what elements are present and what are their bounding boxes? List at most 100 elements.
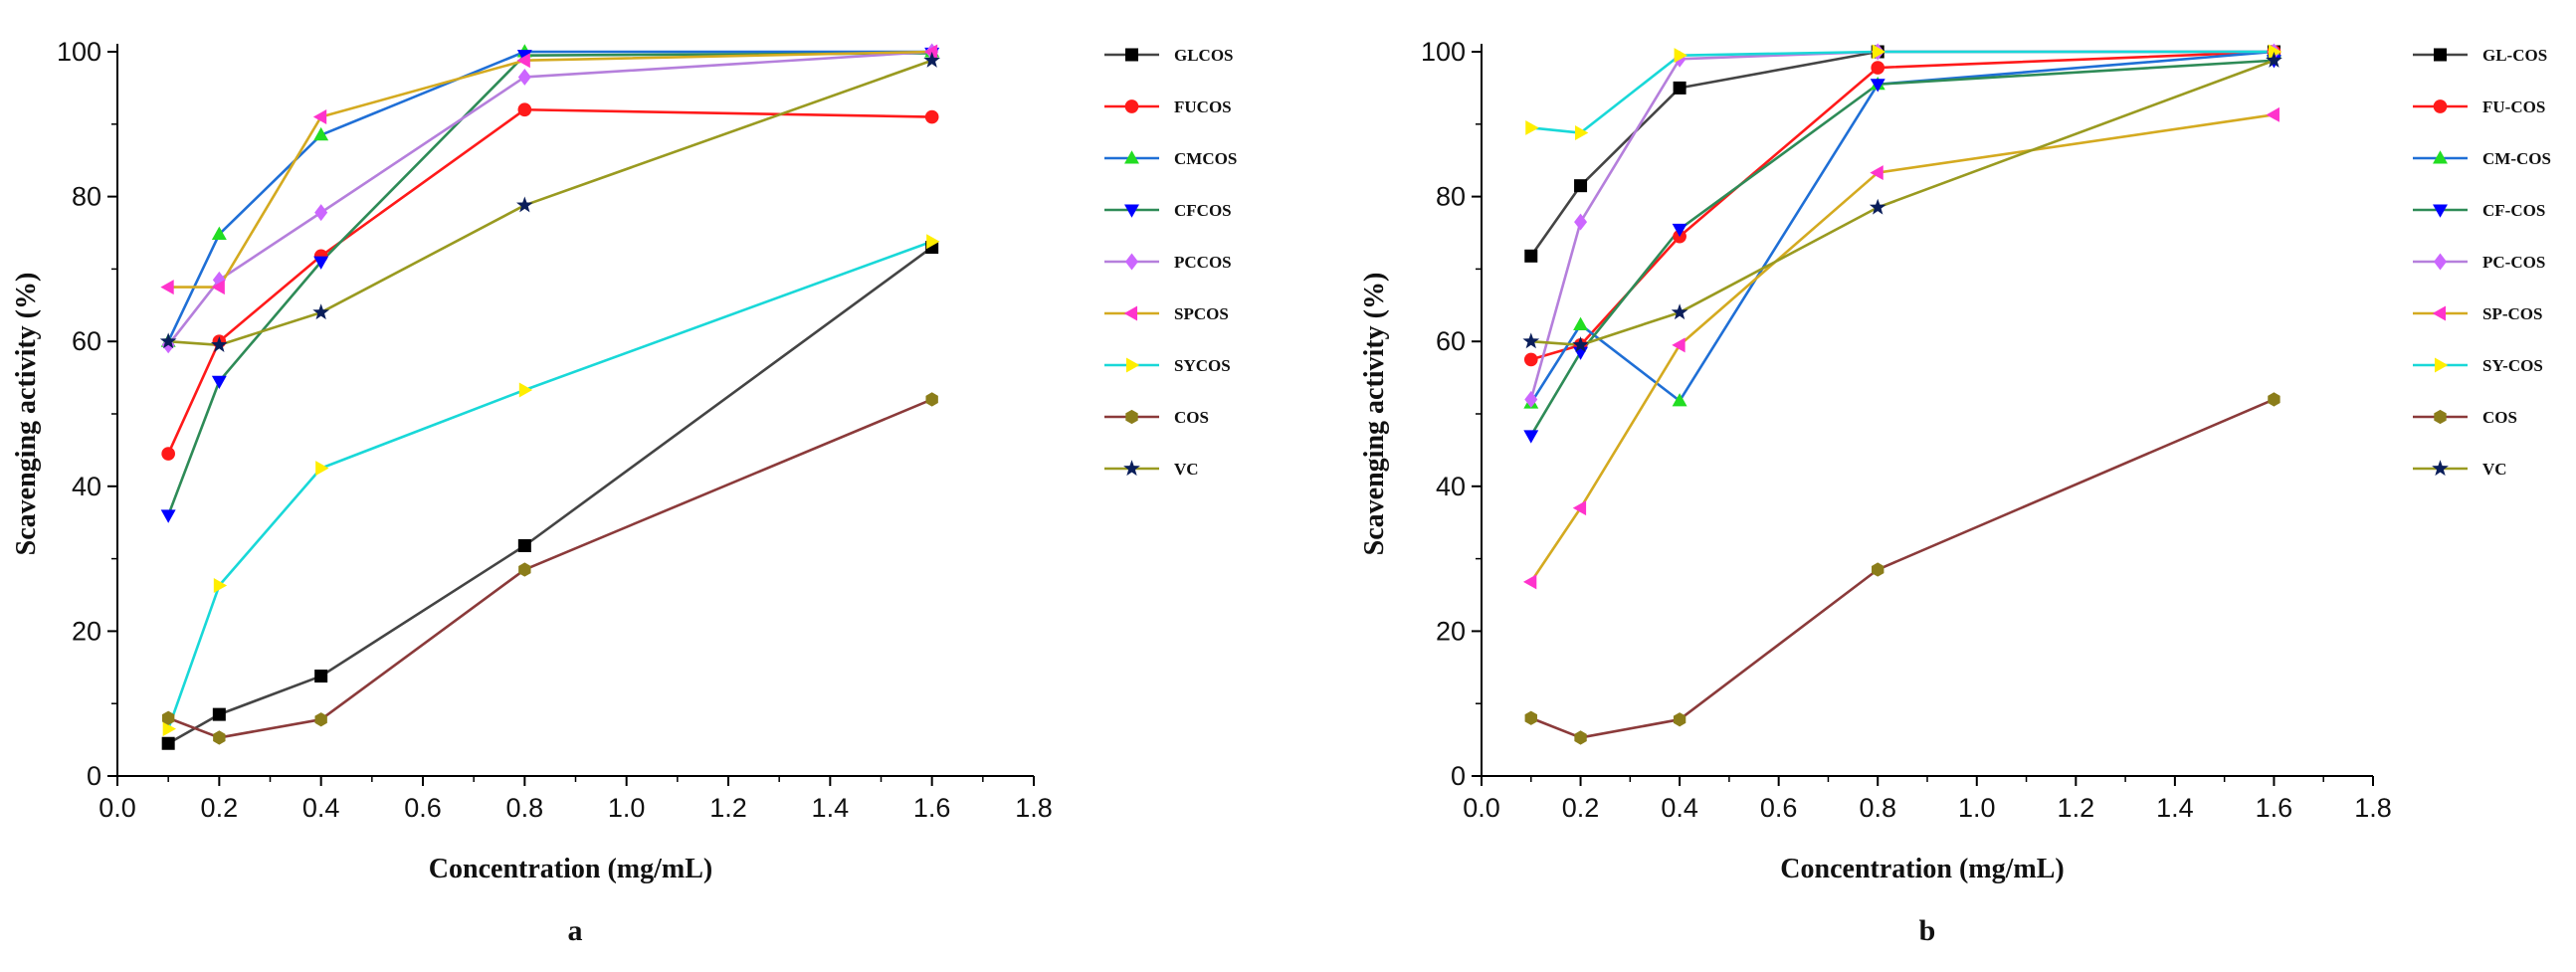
- legend-label: FU-COS: [2482, 97, 2545, 116]
- x-tick-label: 1.0: [1958, 793, 1996, 823]
- legend-label: FUCOS: [1174, 97, 1232, 116]
- legend-marker-cf-cos: [2433, 204, 2448, 218]
- chart-panel-a: 0.0 0.2 0.4 0.6 0.8 1.0 1.2 1.4 1.6 1.8 0 20 40 60 80 1…: [11, 37, 1237, 947]
- legend-label: PCCOS: [1174, 253, 1232, 272]
- legend-label: GL-COS: [2482, 46, 2547, 65]
- data-point-vc: [923, 51, 941, 68]
- legend-label: VC: [1174, 460, 1199, 479]
- data-point-fu-cos: [1871, 61, 1885, 75]
- data-point-glcos: [212, 707, 226, 721]
- legend-label: SY-COS: [2482, 356, 2543, 375]
- data-point-cos: [314, 712, 327, 727]
- x-tick-label: 1.6: [2256, 793, 2293, 823]
- legend-label: GLCOS: [1174, 46, 1234, 65]
- data-point-sp-cos: [2266, 106, 2279, 122]
- data-point-cos: [2268, 392, 2280, 407]
- legend-marker-cmcos: [1124, 150, 1139, 164]
- x-tick-label: 0.8: [1859, 793, 1896, 823]
- legend-marker-cos: [2434, 409, 2447, 425]
- legend-marker-cm-cos: [2433, 150, 2448, 164]
- data-point-cm-cos: [1573, 316, 1589, 330]
- data-point-fu-cos: [1523, 352, 1538, 367]
- data-point-sp-cos: [1672, 337, 1685, 353]
- data-point-cmcos: [211, 226, 227, 240]
- series-line-vc: [168, 59, 933, 347]
- legend-marker-fu-cos: [2433, 99, 2448, 113]
- data-point-cos: [1872, 562, 1884, 577]
- series-line-cos: [1530, 398, 2275, 739]
- x-tick-label: 0.2: [201, 793, 239, 823]
- data-point-fucos: [161, 447, 175, 461]
- data-point-vc: [515, 196, 533, 213]
- y-tick-label: 80: [1436, 182, 1466, 212]
- data-point-cos: [1524, 710, 1537, 725]
- legend-marker-cos: [1125, 409, 1138, 425]
- legend-marker-vc: [2432, 460, 2449, 477]
- legend-label: VC: [2482, 460, 2507, 479]
- data-point-vc: [2266, 51, 2282, 68]
- legend-marker-cfcos: [1124, 204, 1139, 218]
- data-point-cf-cos: [1672, 223, 1687, 238]
- x-tick-label: 1.2: [2058, 793, 2095, 823]
- data-point-vc: [1572, 336, 1589, 352]
- data-point-vc: [312, 303, 330, 320]
- x-axis-title: Concentration (mg/mL): [429, 854, 712, 884]
- data-point-gl-cos: [1673, 81, 1686, 95]
- legend-label: SP-COS: [2482, 304, 2542, 323]
- y-tick-label: 100: [57, 37, 101, 67]
- data-point-cos: [925, 392, 938, 407]
- data-point-cos: [1673, 712, 1686, 727]
- y-axis-title: Scavenging activity (%): [1359, 273, 1390, 556]
- data-point-sy-cos: [1525, 119, 1539, 135]
- y-tick-label: 100: [1421, 37, 1466, 67]
- legend-marker-pccos: [1125, 253, 1138, 271]
- legend-marker-gl-cos: [2434, 48, 2447, 62]
- series-line-vc: [1530, 59, 2275, 347]
- y-tick-label: 60: [72, 326, 101, 356]
- data-point-cf-cos: [1870, 79, 1885, 93]
- series-line-cf-cos: [1529, 59, 2275, 437]
- data-point-sy-cos: [1575, 125, 1589, 141]
- series-line-pccos: [167, 50, 932, 346]
- x-tick-label: 0.6: [1760, 793, 1798, 823]
- y-tick-label: 20: [72, 616, 101, 646]
- x-tick-label: 0.6: [404, 793, 442, 823]
- data-point-glcos: [517, 538, 531, 552]
- y-tick-label: 40: [1436, 472, 1466, 501]
- x-tick-label: 1.4: [812, 793, 850, 823]
- data-point-cf-cos: [1523, 430, 1539, 444]
- legend-label: CF-COS: [2482, 201, 2545, 220]
- data-point-fucos: [924, 109, 939, 124]
- data-point-pc-cos: [1574, 213, 1588, 231]
- series-line-fu-cos: [1530, 50, 2275, 361]
- data-point-spcos: [923, 44, 938, 60]
- data-point-spcos: [312, 109, 327, 124]
- legend-marker-spcos: [1123, 305, 1138, 321]
- legend-marker-fucos: [1124, 99, 1139, 113]
- series-line-glcos: [167, 246, 933, 745]
- y-axis-title: Scavenging activity (%): [11, 273, 42, 556]
- legend: GLCOS FUCOS CMCOS CFCOS PCCOS SPCOS SYCOS COS VC: [1104, 46, 1237, 479]
- data-point-spcos: [160, 280, 174, 295]
- data-point-vc: [1522, 332, 1540, 349]
- data-point-glcos: [161, 736, 175, 750]
- legend-label: CM-COS: [2482, 149, 2551, 168]
- data-point-sy-cos: [1872, 44, 1886, 60]
- legend-marker-sy-cos: [2434, 357, 2449, 373]
- data-point-vc: [1671, 303, 1688, 320]
- legend-marker-pc-cos: [2434, 253, 2447, 271]
- x-axis-title: Concentration (mg/mL): [1780, 854, 2064, 884]
- y-tick-label: 40: [72, 472, 101, 501]
- legend-marker-sp-cos: [2432, 305, 2447, 321]
- data-point-cos: [161, 710, 175, 725]
- series-line-fucos: [166, 107, 932, 455]
- data-point-cos: [213, 730, 226, 745]
- data-point-cm-cos: [1672, 393, 1687, 407]
- chart-panel-b: 0.0 0.2 0.4 0.6 0.8 1.0 1.2 1.4 1.6 1.8 0 20 40 60 80 1…: [1359, 37, 2551, 947]
- series-line-cm-cos: [1529, 50, 2275, 404]
- data-point-vc: [210, 336, 228, 352]
- x-tick-label: 0.8: [506, 793, 544, 823]
- data-point-pccos: [314, 204, 328, 222]
- legend-label: CFCOS: [1174, 201, 1232, 220]
